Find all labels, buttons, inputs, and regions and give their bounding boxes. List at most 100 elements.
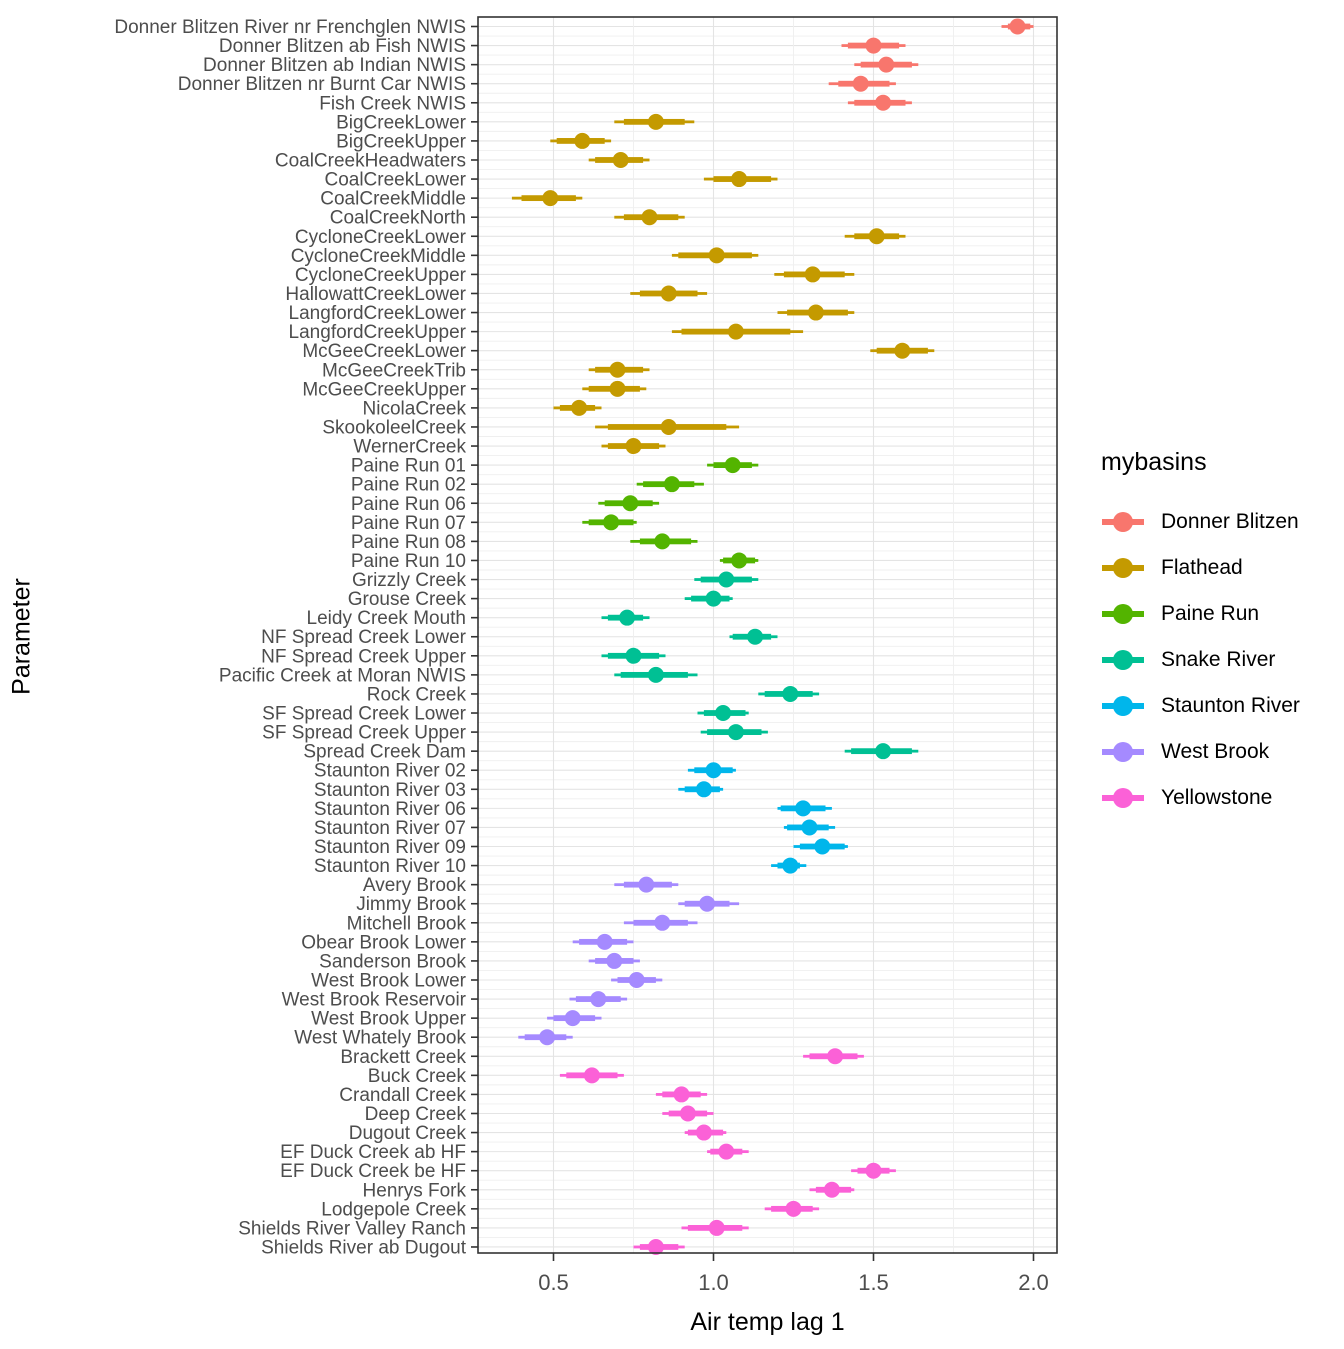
legend-item-label: Yellowstone <box>1161 786 1273 809</box>
y-tick-label: Fish Creek NWIS <box>319 93 466 114</box>
legend-item: Snake River <box>1101 637 1300 683</box>
y-tick-label: CycloneCreekUpper <box>295 265 467 286</box>
data-point <box>641 209 658 226</box>
y-tick-label: Grizzly Creek <box>352 570 467 591</box>
legend-key-pointrange-icon <box>1102 512 1144 532</box>
data-point <box>571 399 588 416</box>
data-point <box>564 1010 581 1027</box>
legend-title: mybasins <box>1101 448 1207 476</box>
legend-item-label: West Brook <box>1161 740 1270 763</box>
legend: mybasins Donner Blitzen Flathead Paine Run… <box>1101 448 1300 821</box>
legend-item: Paine Run <box>1101 591 1300 637</box>
y-tick-label: HallowattCreekLower <box>285 284 466 305</box>
data-point <box>622 495 639 512</box>
data-point <box>673 1086 690 1103</box>
legend-item-label: Paine Run <box>1161 602 1260 625</box>
y-tick-label: NF Spread Creek Lower <box>261 627 467 648</box>
y-tick-label: Staunton River 06 <box>314 799 466 820</box>
data-point <box>609 361 626 378</box>
legend-key-pointrange-icon <box>1102 742 1144 762</box>
y-tick-label: BigCreekUpper <box>336 131 467 152</box>
legend-item-label: Donner Blitzen <box>1161 510 1299 533</box>
data-point <box>731 171 748 188</box>
legend-item: West Brook <box>1101 729 1300 775</box>
legend-items: Donner Blitzen Flathead Paine Run Snake Riv… <box>1101 499 1300 821</box>
y-tick-label: Staunton River 02 <box>314 761 466 782</box>
y-tick-label: Donner Blitzen ab Fish NWIS <box>219 36 466 57</box>
data-point <box>705 762 722 779</box>
y-tick-label: CoalCreekLower <box>324 170 466 191</box>
data-point <box>718 571 735 588</box>
y-axis-title: Parameter <box>7 578 36 695</box>
data-point <box>647 1238 664 1255</box>
data-point <box>574 132 591 149</box>
y-tick-label: Paine Run 07 <box>351 513 466 534</box>
data-point <box>660 418 677 435</box>
y-tick-label: West Brook Lower <box>311 971 467 992</box>
y-tick-label: Paine Run 10 <box>351 551 466 572</box>
y-tick-label: Donner Blitzen nr Burnt Car NWIS <box>178 74 466 95</box>
data-point <box>625 647 642 664</box>
y-tick-label: Henrys Fork <box>363 1180 467 1201</box>
data-point <box>638 876 655 893</box>
y-tick-label: Grouse Creek <box>348 589 467 610</box>
y-tick-label: Avery Brook <box>363 875 467 896</box>
data-point <box>718 1143 735 1160</box>
y-tick-label: Donner Blitzen ab Indian NWIS <box>203 55 466 76</box>
y-tick-label: Staunton River 07 <box>314 818 466 839</box>
data-point <box>727 724 744 741</box>
y-tick-label: Staunton River 03 <box>314 780 466 801</box>
y-tick-label: Paine Run 06 <box>351 494 466 515</box>
y-tick-label: Spread Creek Dam <box>303 742 466 763</box>
y-tick-label: McGeeCreekUpper <box>302 379 466 400</box>
data-point <box>708 247 725 264</box>
y-tick-label: Staunton River 10 <box>314 856 466 877</box>
y-tick-label: BigCreekLower <box>336 112 467 133</box>
data-point <box>875 94 892 111</box>
y-tick-label: NicolaCreek <box>363 398 467 419</box>
data-point <box>827 1048 844 1065</box>
data-point <box>542 190 559 207</box>
y-tick-label: CycloneCreekMiddle <box>291 246 466 267</box>
data-point <box>705 590 722 607</box>
y-tick-label: Dugout Creek <box>349 1123 467 1144</box>
y-tick-label: Paine Run 01 <box>351 456 466 477</box>
data-point <box>804 266 821 283</box>
y-tick-label: Shields River ab Dugout <box>261 1237 467 1258</box>
y-tick-label: West Brook Reservoir <box>282 990 467 1011</box>
data-point <box>539 1029 556 1046</box>
data-point <box>747 628 764 645</box>
y-tick-label: Lodgepole Creek <box>321 1199 466 1220</box>
y-tick-label: EF Duck Creek ab HF <box>280 1142 466 1163</box>
legend-key-pointrange-icon <box>1102 696 1144 716</box>
y-tick-label: Brackett Creek <box>340 1047 466 1068</box>
y-tick-label: CycloneCreekLower <box>295 227 467 248</box>
data-point <box>695 1124 712 1141</box>
panel-border <box>477 16 1058 1254</box>
data-point <box>1009 18 1026 35</box>
data-point <box>731 552 748 569</box>
y-tick-label: Sanderson Brook <box>319 951 466 972</box>
data-point <box>852 75 869 92</box>
data-point <box>724 457 741 474</box>
x-tick-label: 1.5 <box>858 1270 889 1295</box>
data-point <box>619 609 636 626</box>
x-tick-label: 2.0 <box>1018 1270 1049 1295</box>
y-tick-label: McGeeCreekLower <box>302 341 466 362</box>
data-point <box>894 342 911 359</box>
data-point <box>782 685 799 702</box>
data-point <box>654 914 671 931</box>
y-tick-label: West Brook Upper <box>311 1009 467 1030</box>
x-tick-label: 0.5 <box>538 1270 569 1295</box>
data-point <box>865 37 882 54</box>
y-tick-label: CoalCreekMiddle <box>320 189 466 210</box>
data-point <box>785 1200 802 1217</box>
legend-item: Yellowstone <box>1101 775 1300 821</box>
y-tick-label: Crandall Creek <box>339 1085 466 1106</box>
y-tick-label: CoalCreekHeadwaters <box>275 150 466 171</box>
legend-key-pointrange-icon <box>1102 650 1144 670</box>
data-point <box>596 933 613 950</box>
x-tick-label: 1.0 <box>698 1270 729 1295</box>
legend-item-label: Flathead <box>1161 556 1243 579</box>
